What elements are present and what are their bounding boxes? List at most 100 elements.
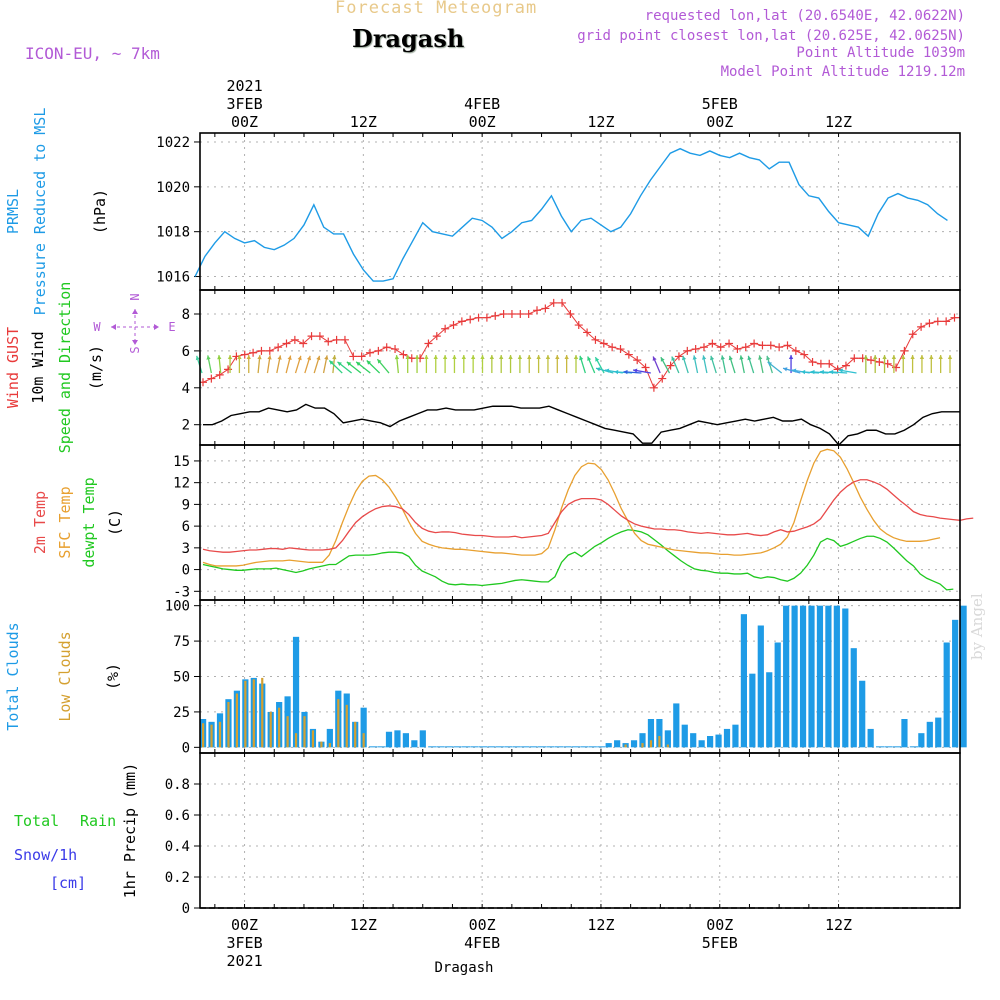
point-altitude: Point Altitude 1039m	[796, 45, 965, 61]
gust-marker	[482, 313, 491, 322]
cloud-bar-total	[504, 746, 513, 748]
axis-label: dewpt Temp	[80, 477, 98, 567]
bottom-time-label: 00Z	[231, 916, 258, 934]
wind-arrow-head	[306, 355, 312, 361]
cloud-bar-low	[218, 721, 222, 748]
gust-marker	[541, 304, 550, 313]
wind-arrow-head	[710, 355, 715, 361]
wind-arrow-head	[728, 355, 733, 361]
axis-label: (m/s)	[87, 345, 105, 390]
axis-label: (hPa)	[91, 189, 109, 234]
wind-arrow-head	[277, 355, 282, 360]
wind-arrow-head	[873, 355, 878, 359]
cloud-bar-total	[892, 746, 902, 748]
compass-n: N	[128, 293, 142, 300]
cloud-bar-total	[690, 733, 697, 748]
legend-snow-unit: [cm]	[50, 874, 86, 892]
cloud-bar-total	[326, 728, 333, 748]
gust-marker	[708, 339, 717, 348]
top-time-label: 12Z	[825, 113, 852, 131]
cloud-bar-total	[757, 625, 764, 748]
gust-marker	[533, 306, 541, 315]
gust-marker	[942, 317, 951, 326]
wind-arrow-head	[414, 355, 420, 359]
cloud-bar-total	[926, 721, 933, 748]
y-tick-label: -3	[173, 584, 190, 600]
axis-label: Wind GUST	[4, 327, 22, 408]
wind-arrow-head	[366, 360, 372, 365]
cloud-bar-total	[732, 724, 739, 748]
wind-arrow-head	[316, 355, 321, 361]
bottom-time-label: 00Z	[706, 916, 733, 934]
gust-marker	[933, 317, 942, 326]
wind-arrow-head	[405, 355, 410, 359]
compass-legend: N S W E	[93, 293, 175, 353]
wind-arrow-head	[508, 355, 513, 359]
wind-arrow-head	[767, 361, 773, 366]
y-tick-label: 0	[182, 901, 190, 917]
gust-marker	[725, 339, 734, 348]
wind-arrow-head	[297, 355, 302, 361]
cloud-bar-low	[235, 693, 238, 748]
gust-marker	[850, 354, 859, 363]
gust-marker	[775, 343, 784, 352]
cloud-bar-total	[876, 746, 885, 748]
gust-marker	[791, 346, 800, 355]
wind-arrow-head	[882, 355, 887, 359]
gust-marker	[507, 309, 516, 318]
gust-marker	[633, 356, 642, 365]
wind-arrow-head	[461, 355, 466, 359]
cloud-bar-total	[470, 746, 479, 748]
wind-arrow-head	[346, 361, 352, 366]
cloud-bar-low	[261, 677, 264, 748]
panel-temperature: -3 0 3 6 9 12 15 2m Temp SFC Temp dewpt Temp (C)	[31, 445, 960, 600]
wind-arrow-head	[801, 369, 806, 375]
y-tick-label: 0	[182, 740, 190, 756]
y-tick-label: 1020	[156, 180, 190, 196]
gust-marker	[574, 321, 583, 330]
cloud-bar-low	[649, 740, 653, 748]
compass-cross	[111, 309, 159, 345]
top-time-label: 12Z	[350, 113, 377, 131]
gust-marker	[466, 315, 475, 324]
gust-marker	[315, 332, 324, 341]
wind-arrow-head	[394, 355, 400, 360]
wind-arrow-head	[758, 355, 763, 360]
cloud-bar-total	[571, 746, 580, 748]
y-tick-label: 6	[182, 344, 190, 360]
gust-marker	[691, 345, 700, 354]
cloud-bar-total	[419, 730, 426, 748]
cloud-bar-total	[377, 746, 386, 748]
legend-snow: Snow/1h	[14, 846, 77, 864]
gust-marker	[424, 339, 433, 348]
dewpt-line	[202, 529, 954, 591]
gust-marker	[215, 370, 224, 379]
gust-marker	[299, 339, 308, 348]
y-tick-label: 15	[173, 454, 190, 470]
cloud-bar-total	[614, 740, 621, 748]
cloud-bar-total	[943, 642, 950, 748]
cloud-bar-total	[867, 728, 874, 748]
axis-label: (%)	[104, 663, 122, 690]
top-time-label: 3FEB	[226, 95, 262, 113]
axis-label: 1hr Precip (mm)	[121, 763, 139, 898]
gust-marker	[349, 352, 358, 361]
wind-arrow-head	[227, 355, 233, 359]
gust-marker	[950, 313, 959, 322]
cloud-bar-total	[850, 648, 857, 748]
panel-pressure: 1016 1018 1020 1022 PRMSL Pressure Reduced to…	[4, 108, 960, 315]
temp-series	[202, 448, 974, 591]
cloud-bar-total	[681, 724, 688, 748]
y-tick-label: 1022	[156, 135, 190, 151]
cloud-bar-total	[495, 746, 504, 748]
compass-e: E	[168, 320, 175, 334]
y-tick-label: 2	[182, 418, 190, 434]
cloud-bar-total	[360, 707, 367, 748]
wind-arrow-head	[424, 355, 429, 359]
axis-label: Low Clouds	[56, 631, 74, 721]
gust-marker	[658, 374, 667, 383]
wind-arrow-head	[195, 355, 200, 361]
wind-arrow-head	[480, 355, 485, 359]
gust-marker	[591, 335, 600, 344]
axis-label: 2m Temp	[31, 491, 49, 554]
